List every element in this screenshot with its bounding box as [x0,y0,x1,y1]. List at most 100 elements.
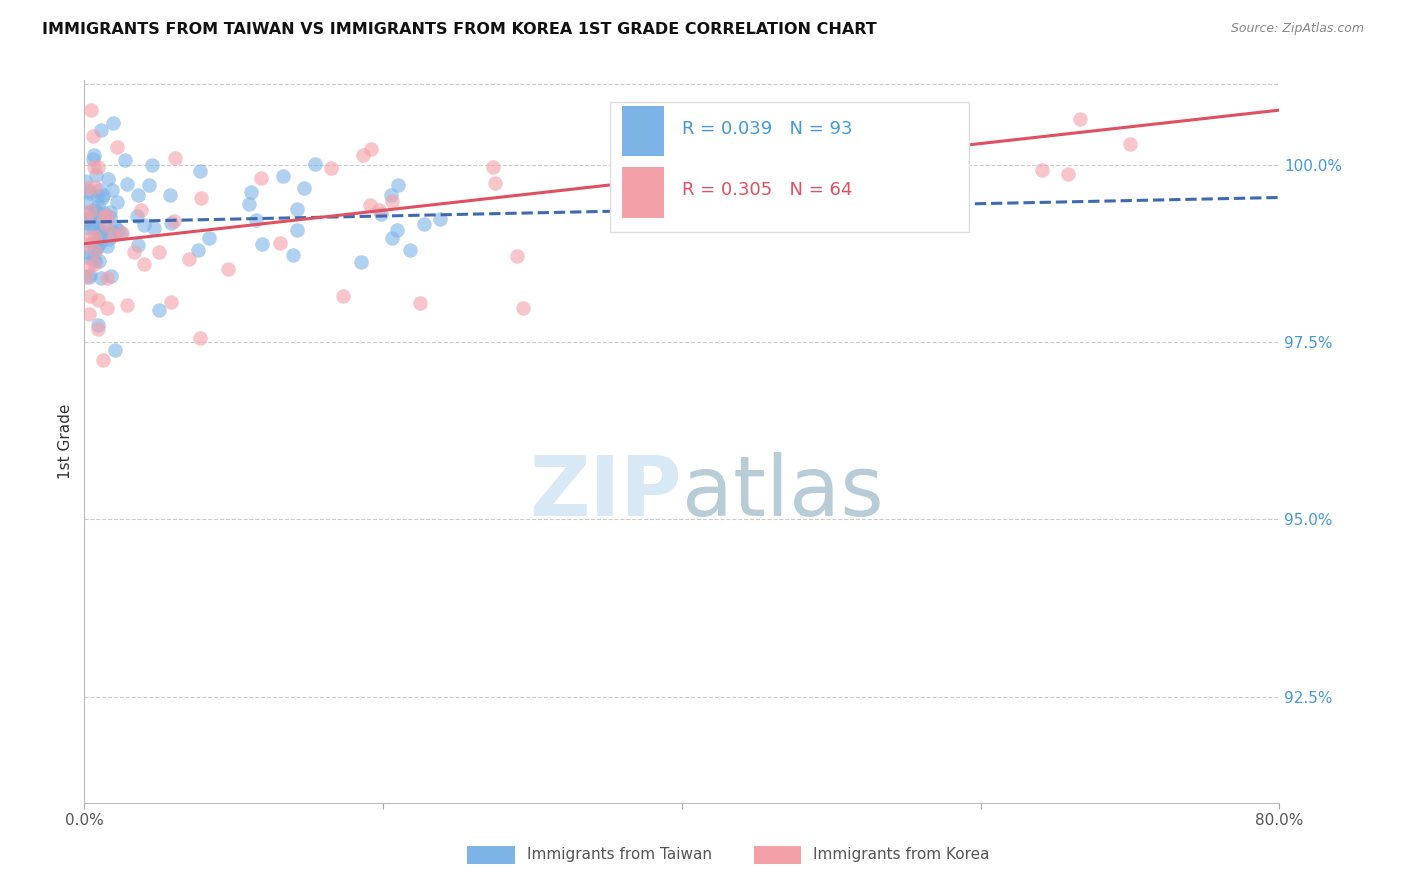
Point [359,198,381,212]
Point [90,191,112,205]
Point [238,197,260,211]
Point [75,251,97,265]
Point [105,194,128,209]
Point [101,182,124,196]
Point [75,215,97,229]
Text: Immigrants from Korea: Immigrants from Korea [814,847,990,863]
Point [104,343,127,357]
Point [75,212,97,227]
Point [82,128,104,143]
Point [413,217,436,231]
Point [387,178,409,193]
Point [370,207,392,221]
Point [75,174,97,188]
Point [94,218,117,232]
Point [101,116,124,130]
Point [245,213,267,227]
Point [1069,112,1091,127]
Point [271,169,294,183]
Point [90,229,112,244]
Point [90,271,112,285]
Point [1119,136,1142,151]
FancyBboxPatch shape [754,847,801,864]
Point [281,248,304,262]
Point [141,158,163,172]
Point [103,227,125,242]
Point [163,214,186,228]
Point [80,103,103,117]
Point [352,148,374,162]
Point [217,261,239,276]
Point [367,202,389,217]
Point [862,102,884,116]
Point [818,102,841,116]
FancyBboxPatch shape [467,847,515,864]
Point [240,185,263,199]
Point [75,270,97,285]
Point [84,230,107,244]
Point [84,203,107,218]
Point [83,257,105,271]
Point [269,235,291,250]
Point [115,298,138,312]
Point [110,227,132,241]
Point [82,252,104,266]
Point [89,227,111,241]
Point [96,271,118,285]
Point [75,210,97,224]
Point [90,123,112,137]
Point [87,293,110,307]
Point [87,224,110,238]
Point [83,148,105,162]
Point [98,204,121,219]
Point [190,191,212,205]
Point [96,239,118,253]
Point [80,217,103,231]
Point [77,260,100,275]
Point [304,157,326,171]
Point [79,186,101,200]
Point [385,223,408,237]
Point [79,289,101,303]
Point [87,183,110,197]
Point [292,180,315,194]
Point [76,181,98,195]
Point [84,180,107,194]
Point [104,220,127,235]
Text: ZIP: ZIP [530,451,682,533]
Point [127,237,149,252]
Point [98,210,121,224]
Point [83,241,105,255]
Point [86,213,108,227]
Point [134,218,156,232]
Point [134,257,156,271]
Point [80,230,103,244]
Point [165,151,187,165]
Text: Immigrants from Taiwan: Immigrants from Taiwan [527,847,711,863]
Point [143,220,166,235]
Text: R = 0.305   N = 64: R = 0.305 N = 64 [682,181,852,199]
Point [610,164,633,178]
Text: R = 0.039   N = 93: R = 0.039 N = 93 [682,120,852,138]
Point [654,102,676,116]
Text: atlas: atlas [682,451,883,533]
FancyBboxPatch shape [623,167,664,218]
Point [129,202,152,217]
Point [93,188,115,202]
Point [159,187,181,202]
Point [105,139,128,153]
FancyBboxPatch shape [623,105,664,156]
Point [93,206,115,220]
Point [101,225,124,239]
Point [86,240,108,254]
Point [91,353,114,368]
Point [75,195,97,210]
Y-axis label: 1st Grade: 1st Grade [58,404,73,479]
Point [87,160,110,174]
Point [98,232,121,246]
Point [360,142,382,156]
Point [321,161,343,176]
Point [148,245,170,260]
Point [86,235,108,249]
Point [87,322,110,336]
